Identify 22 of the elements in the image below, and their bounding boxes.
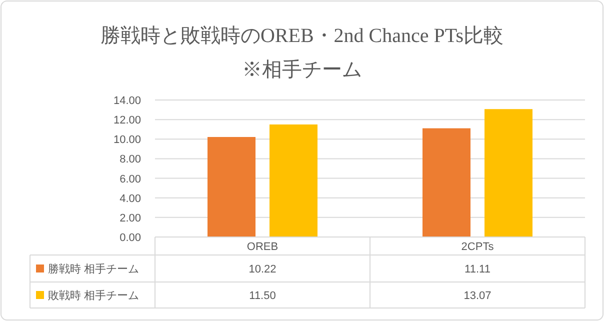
data-label: 11.50 [249,290,276,302]
y-tick-label: 2.00 [120,212,141,224]
y-tick-label: 12.00 [113,114,141,127]
data-label: 13.07 [464,290,492,302]
x-tick-label: 2CPTs [461,241,494,253]
chart-subtitle: ※相手チーム [242,59,362,81]
x-tick-label: OREB [246,241,278,253]
bar [270,124,318,237]
y-tick-label: 6.00 [120,173,141,186]
chart-title: 勝戦時と敗戦時のOREB・2nd Chance PTs比較 [100,25,504,47]
legend-label: 敗戦時 相手チーム [48,289,140,302]
bar [484,109,532,237]
y-tick-label: 10.00 [113,134,141,146]
y-tick-label: 8.00 [120,154,141,166]
legend-label: 勝戦時 相手チーム [48,262,140,276]
y-tick-label: 4.00 [120,192,141,205]
y-tick-label: 14.00 [113,95,141,107]
y-tick-label: 0.00 [120,232,141,244]
data-label: 11.11 [464,264,490,276]
bar [422,128,470,237]
bar [208,136,256,237]
data-label: 10.22 [248,264,276,276]
